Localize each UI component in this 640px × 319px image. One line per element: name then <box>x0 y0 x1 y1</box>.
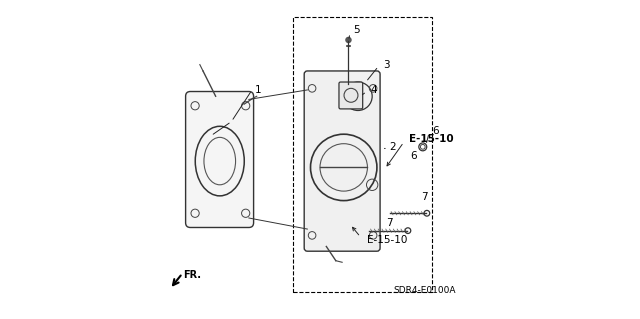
Circle shape <box>346 37 351 42</box>
Text: E-15-10: E-15-10 <box>410 134 454 144</box>
FancyBboxPatch shape <box>339 82 363 109</box>
Text: SDR4-E0100A: SDR4-E0100A <box>394 286 456 295</box>
Text: 5: 5 <box>353 25 360 35</box>
Text: 6: 6 <box>410 151 417 161</box>
Text: 6: 6 <box>432 126 439 136</box>
Text: E-15-10: E-15-10 <box>367 235 407 245</box>
Text: 2: 2 <box>390 142 396 152</box>
Text: 7: 7 <box>421 192 428 203</box>
FancyBboxPatch shape <box>186 92 253 227</box>
Text: 3: 3 <box>383 60 390 70</box>
Text: 4: 4 <box>371 85 377 95</box>
Text: FR.: FR. <box>184 270 202 280</box>
Text: 7: 7 <box>387 218 393 228</box>
Text: 1: 1 <box>255 85 262 95</box>
FancyBboxPatch shape <box>304 71 380 251</box>
Bar <box>293 17 432 292</box>
